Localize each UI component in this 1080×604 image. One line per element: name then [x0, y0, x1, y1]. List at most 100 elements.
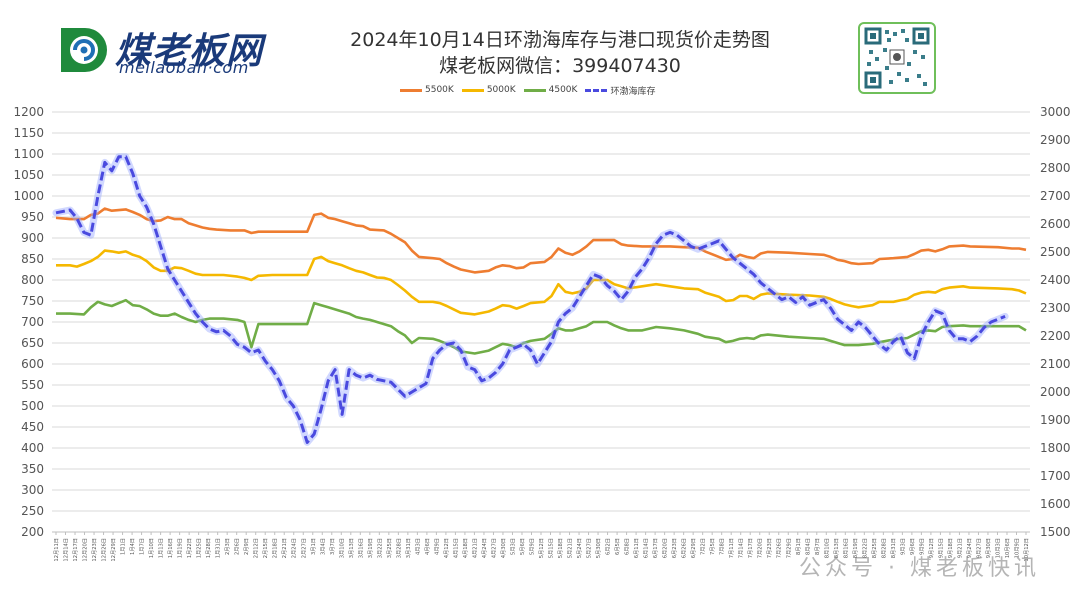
qr-code-icon — [858, 22, 936, 94]
y-left-tick-label: 1000 — [13, 189, 44, 203]
y-left-tick-label: 750 — [21, 294, 44, 308]
x-tick-label: 7月26日 — [776, 538, 783, 558]
logo-icon — [61, 28, 107, 72]
y-left-tick-label: 600 — [21, 357, 44, 371]
x-tick-label: 12月29日 — [110, 538, 117, 562]
legend-label-5500k: 5500K — [425, 85, 454, 95]
x-tick-label: 1月22日 — [186, 538, 193, 558]
axis-layer: 200 250 300 350 400 450 500 550 600 650 700 750 800 8… — [13, 105, 1070, 562]
y-left-tick-label: 350 — [21, 462, 44, 476]
x-tick-label: 3月1日 — [310, 538, 317, 555]
x-tick-label: 7月29日 — [785, 538, 792, 558]
logo-text-cn: 煤老板网 — [115, 31, 264, 72]
x-tick-label: 2月12日 — [253, 538, 260, 558]
y-left-tick-label: 550 — [21, 378, 44, 392]
series-halo-inventory — [52, 153, 1009, 446]
x-tick-label: 5月30日 — [595, 538, 602, 558]
x-tick-label: 3月28日 — [395, 538, 402, 558]
x-tick-label: 12月17日 — [72, 538, 79, 562]
x-tick-label: 5月12日 — [538, 538, 545, 558]
y-right-tick-label: 1600 — [1040, 497, 1071, 511]
y-left-tick-label: 700 — [21, 315, 44, 329]
y-right-tick-label: 1500 — [1040, 525, 1071, 539]
x-tick-label: 12月23日 — [91, 538, 98, 562]
y-right-tick-label: 2800 — [1040, 161, 1071, 175]
x-tick-label: 4月18日 — [462, 538, 469, 558]
series-layer — [52, 153, 1027, 446]
grid-layer — [52, 111, 1030, 533]
x-tick-label: 7月17日 — [747, 538, 754, 558]
series-line-inventory — [55, 155, 1006, 444]
y-right-tick-label: 2700 — [1040, 189, 1071, 203]
x-tick-label: 4月21日 — [471, 538, 478, 558]
y-right-tick-label: 2200 — [1040, 329, 1071, 343]
x-tick-label: 1月13日 — [158, 538, 165, 558]
x-tick-label: 4月15日 — [452, 538, 459, 558]
x-tick-label: 12月11日 — [53, 538, 60, 562]
x-tick-label: 3月13日 — [348, 538, 355, 558]
x-tick-label: 1月10日 — [148, 538, 155, 558]
series-line-5500k — [55, 207, 1027, 274]
y-right-tick-label: 2400 — [1040, 273, 1071, 287]
x-tick-label: 3月16日 — [357, 538, 364, 558]
x-tick-label: 6月5日 — [614, 538, 621, 555]
x-tick-label: 6月2日 — [605, 538, 612, 555]
x-tick-label: 4月3日 — [414, 538, 421, 555]
y-left-tick-label: 650 — [21, 336, 44, 350]
series-line-4500k — [56, 298, 1027, 355]
x-tick-label: 3月4日 — [319, 538, 326, 555]
y-left-tick-label: 400 — [21, 441, 44, 455]
y-left-tick-label: 1150 — [13, 126, 44, 140]
y-right-tick-label: 2600 — [1040, 217, 1071, 231]
x-tick-label: 6月8日 — [624, 538, 631, 555]
x-tick-label: 3月25日 — [386, 538, 393, 558]
x-tick-label: 3月31日 — [405, 538, 412, 558]
x-tick-label: 2月3日 — [224, 538, 231, 555]
x-tick-label: 1月19日 — [177, 538, 184, 558]
x-tick-label: 6月26日 — [681, 538, 688, 558]
y-right-tick-label: 1700 — [1040, 469, 1071, 483]
x-tick-label: 7月2日 — [700, 538, 707, 555]
y-left-tick-label: 1050 — [13, 168, 44, 182]
y-right-tick-label: 2000 — [1040, 385, 1071, 399]
x-tick-label: 2月21日 — [281, 538, 288, 558]
x-tick-label: 12月14日 — [63, 538, 70, 562]
y-right-tick-label: 3000 — [1040, 105, 1071, 119]
x-tick-label: 5月9日 — [528, 538, 535, 555]
legend-swatch-4500k — [523, 88, 546, 92]
x-tick-label: 2月15日 — [262, 538, 269, 558]
x-tick-label: 3月10日 — [338, 538, 345, 558]
legend-item-5500k: 5500K — [400, 85, 454, 95]
x-tick-label: 5月27日 — [586, 538, 593, 558]
y-left-tick-label: 500 — [21, 399, 44, 413]
legend-swatch-5000k — [461, 88, 484, 92]
y-left-tick-label: 900 — [21, 231, 44, 245]
legend-swatch-inventory — [585, 88, 608, 92]
logo-text-en: meilaoban·com — [119, 58, 249, 77]
y-left-tick-label: 850 — [21, 252, 44, 266]
y-left-tick-label: 950 — [21, 210, 44, 224]
x-tick-label: 2月24日 — [291, 538, 298, 558]
x-tick-label: 7月20日 — [757, 538, 764, 558]
x-tick-label: 2月9日 — [243, 538, 250, 555]
y-right-tick-label: 1800 — [1040, 441, 1071, 455]
legend-item-inventory: 环渤海库存 — [585, 84, 655, 97]
qr-code-graphic — [864, 27, 930, 89]
x-tick-label: 6月14日 — [643, 538, 650, 558]
x-tick-label: 6月23日 — [671, 538, 678, 558]
y-right-tick-label: 2300 — [1040, 301, 1071, 315]
title-block: 2024年10月14日环渤海库存与港口现货价走势图 煤老板网微信：3994074… — [300, 27, 820, 79]
chart-title: 2024年10月14日环渤海库存与港口现货价走势图 — [350, 29, 770, 51]
legend-item-4500k: 4500K — [523, 85, 577, 95]
x-tick-label: 1月31日 — [215, 538, 222, 558]
x-tick-label: 7月8日 — [719, 538, 726, 555]
x-tick-label: 6月20日 — [662, 538, 669, 558]
y-left-tick-label: 1200 — [13, 105, 44, 119]
x-tick-label: 5月21日 — [567, 538, 574, 558]
x-tick-label: 1月25日 — [196, 538, 203, 558]
x-tick-label: 1月4日 — [129, 538, 136, 555]
y-right-tick-label: 2900 — [1040, 133, 1071, 147]
logo: 煤老板网 meilaoban·com — [55, 22, 305, 77]
chart-subtitle: 煤老板网微信：399407430 — [439, 55, 681, 77]
